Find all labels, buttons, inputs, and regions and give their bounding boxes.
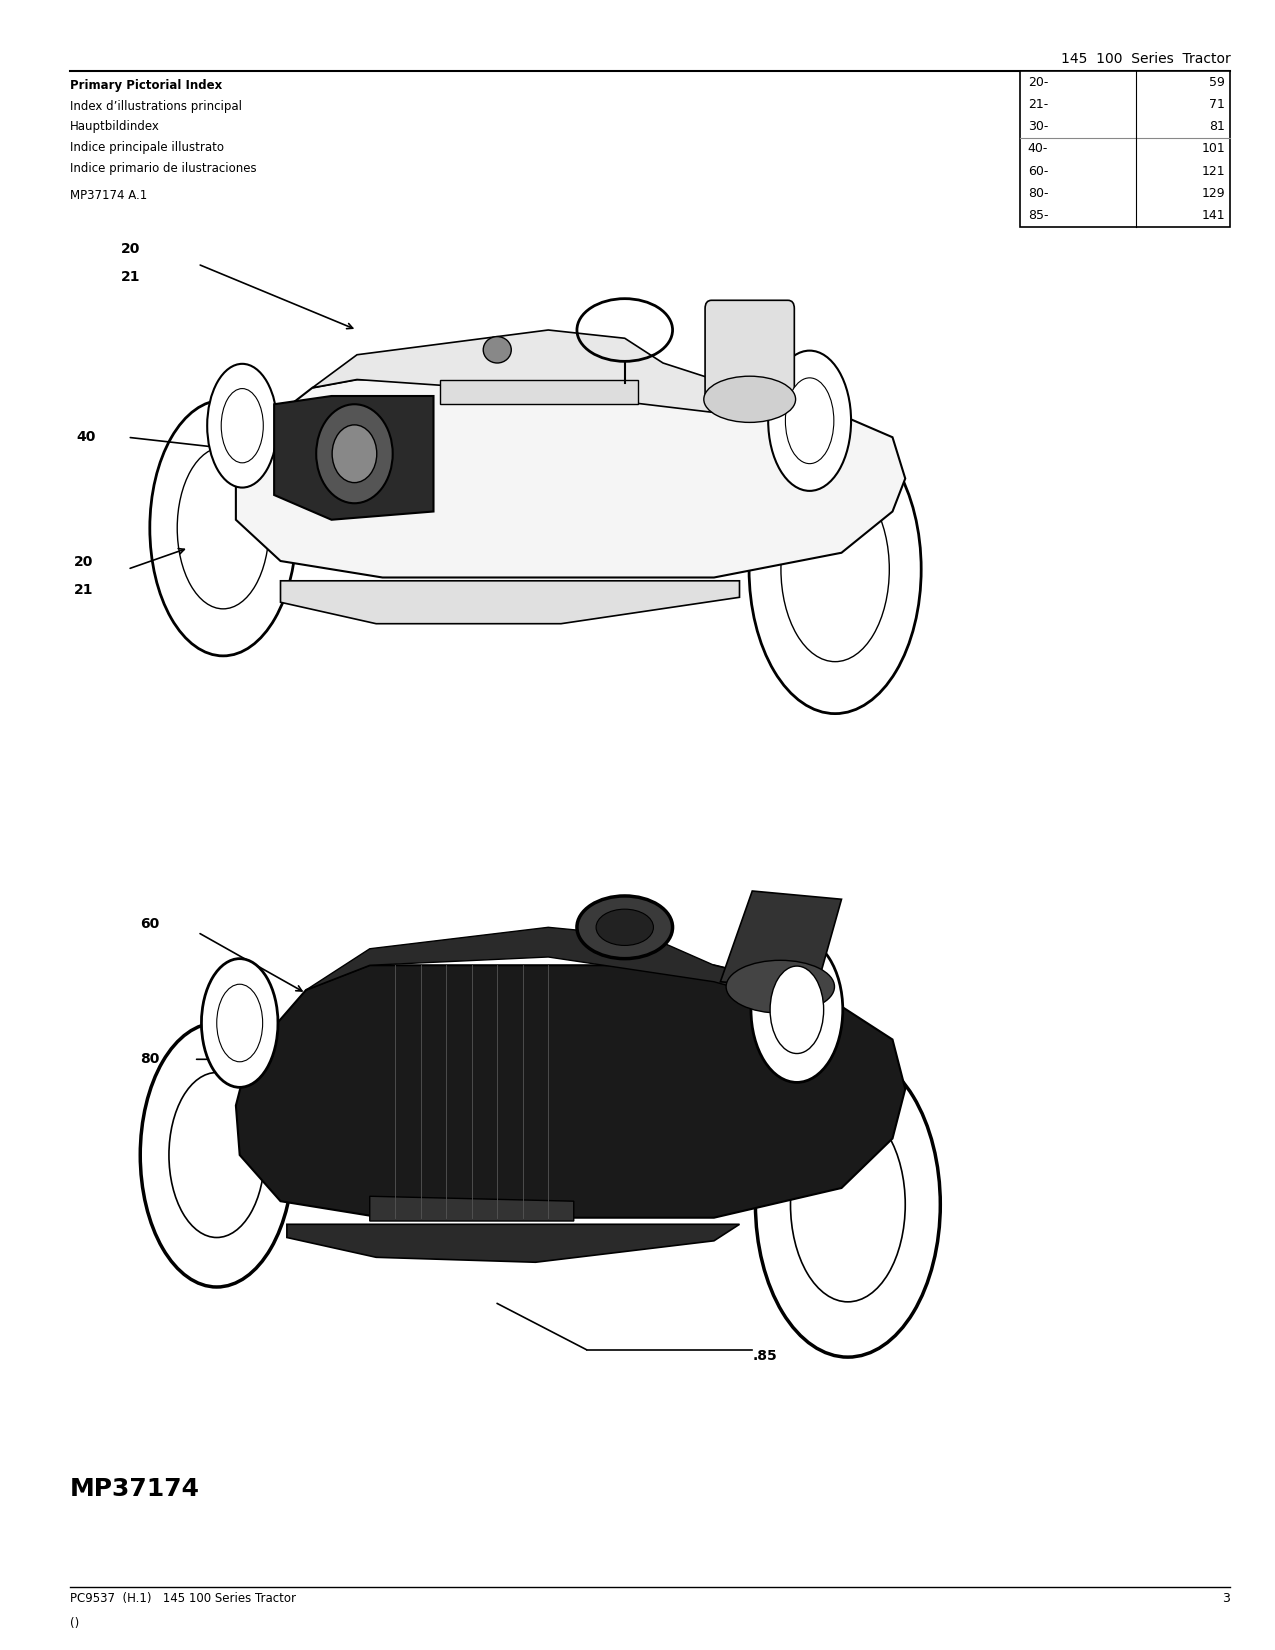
Text: 129: 129: [1201, 186, 1225, 200]
Text: 60: 60: [140, 917, 159, 931]
Text: 60-: 60-: [1028, 165, 1048, 178]
Ellipse shape: [168, 1072, 265, 1238]
Text: 40: 40: [76, 431, 96, 444]
Polygon shape: [720, 891, 842, 990]
Ellipse shape: [207, 363, 278, 488]
Ellipse shape: [483, 337, 511, 363]
Text: 80-: 80-: [1028, 186, 1048, 200]
Ellipse shape: [150, 401, 296, 655]
Ellipse shape: [222, 389, 264, 464]
Text: 71: 71: [1210, 97, 1225, 111]
Ellipse shape: [217, 983, 263, 1063]
Text: 121: 121: [1201, 165, 1225, 178]
Ellipse shape: [177, 447, 269, 609]
Ellipse shape: [201, 959, 278, 1087]
Ellipse shape: [725, 960, 834, 1013]
Polygon shape: [440, 380, 638, 404]
Polygon shape: [236, 380, 905, 578]
Ellipse shape: [704, 376, 796, 422]
Bar: [1020, 71, 1230, 226]
Text: 145  100  Series  Tractor: 145 100 Series Tractor: [1061, 53, 1230, 66]
Ellipse shape: [332, 424, 377, 482]
Text: 30-: 30-: [1028, 120, 1048, 134]
Ellipse shape: [780, 477, 890, 662]
Polygon shape: [306, 927, 816, 1006]
Text: 59: 59: [1210, 76, 1225, 89]
Ellipse shape: [316, 404, 393, 503]
Polygon shape: [280, 581, 740, 624]
Ellipse shape: [140, 1023, 293, 1287]
Ellipse shape: [770, 965, 824, 1054]
Text: 141: 141: [1201, 210, 1225, 223]
Text: 20: 20: [790, 457, 810, 470]
Polygon shape: [287, 1224, 740, 1262]
Text: Index d’illustrations principal: Index d’illustrations principal: [70, 99, 242, 112]
Text: 20-: 20-: [1028, 76, 1048, 89]
Text: 21: 21: [74, 584, 93, 597]
Text: 85-: 85-: [1028, 210, 1048, 223]
Text: 20: 20: [74, 556, 93, 569]
Text: MP37174 A.1: MP37174 A.1: [70, 190, 148, 201]
Text: 21: 21: [790, 485, 810, 498]
Text: Indice principale illustrato: Indice principale illustrato: [70, 142, 224, 153]
Text: 30: 30: [790, 398, 810, 411]
Text: PC9537  (H.1)   145 100 Series Tractor: PC9537 (H.1) 145 100 Series Tractor: [70, 1592, 296, 1605]
Text: 21-: 21-: [1028, 97, 1048, 111]
Ellipse shape: [750, 424, 921, 713]
Text: Indice primario de ilustraciones: Indice primario de ilustraciones: [70, 162, 256, 175]
Text: 40-: 40-: [1028, 142, 1048, 155]
Ellipse shape: [576, 896, 673, 959]
Polygon shape: [312, 330, 714, 412]
Polygon shape: [370, 1196, 574, 1221]
Polygon shape: [236, 965, 905, 1218]
Polygon shape: [274, 396, 434, 520]
Text: 101: 101: [1201, 142, 1225, 155]
Ellipse shape: [785, 378, 834, 464]
Text: .85: .85: [752, 1350, 776, 1363]
Text: MP37174: MP37174: [70, 1477, 200, 1502]
FancyBboxPatch shape: [705, 300, 794, 408]
Ellipse shape: [755, 1053, 940, 1356]
Text: 80: 80: [140, 1053, 159, 1066]
Ellipse shape: [768, 351, 852, 492]
Text: 20: 20: [121, 243, 140, 256]
Text: 3: 3: [1223, 1592, 1230, 1605]
Text: 21: 21: [121, 271, 140, 284]
Ellipse shape: [595, 909, 653, 945]
Ellipse shape: [790, 1107, 905, 1302]
Text: Hauptbildindex: Hauptbildindex: [70, 120, 159, 134]
Ellipse shape: [751, 937, 843, 1082]
Text: Primary Pictorial Index: Primary Pictorial Index: [70, 79, 222, 92]
Text: (): (): [70, 1617, 79, 1630]
Text: 81: 81: [1210, 120, 1225, 134]
